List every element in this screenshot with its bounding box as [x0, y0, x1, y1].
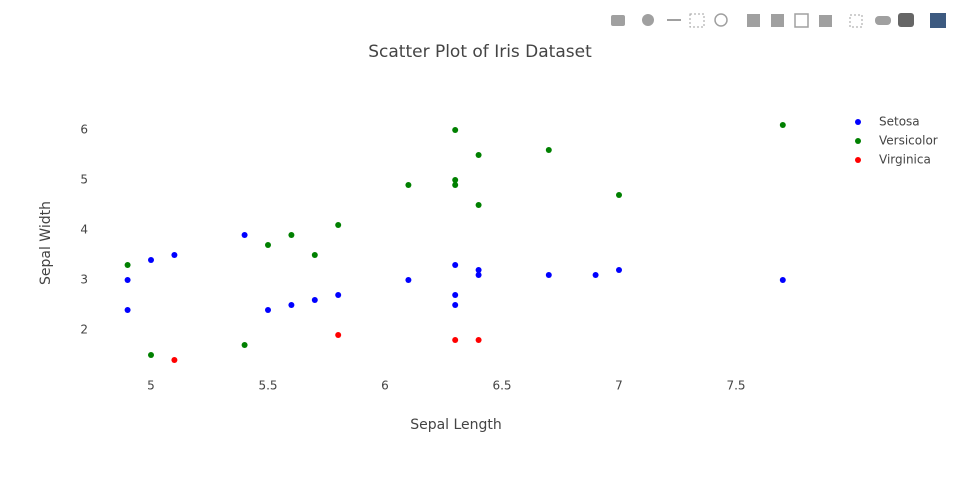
x-tick-label: 5	[147, 379, 155, 393]
scatter-point	[311, 252, 318, 258]
scatter-point	[335, 222, 342, 228]
scatter-point	[148, 257, 154, 263]
scatter-point	[241, 342, 248, 348]
pan-icon[interactable]	[667, 19, 681, 21]
scatter-point	[335, 332, 342, 338]
y-tick-label: 4	[80, 223, 88, 237]
scatter-point	[265, 242, 271, 248]
scatter-point	[779, 122, 786, 128]
spike-icon[interactable]	[849, 14, 863, 28]
y-tick-label: 3	[80, 273, 88, 287]
box-select-icon[interactable]	[689, 13, 705, 28]
scatter-point	[545, 272, 552, 278]
lasso-icon[interactable]	[714, 13, 728, 27]
scatter-point	[475, 272, 482, 278]
y-tick-label: 2	[80, 323, 88, 337]
y-tick-label: 6	[80, 123, 88, 137]
scatter-point	[288, 232, 295, 238]
x-tick-label: 7	[615, 379, 623, 393]
scatter-point	[311, 297, 318, 303]
camera-icon[interactable]	[611, 15, 625, 26]
scatter-point	[288, 302, 295, 308]
modebar	[611, 13, 946, 28]
legend-marker	[855, 138, 861, 144]
scatter-point	[265, 307, 271, 313]
scatter-point	[124, 307, 131, 313]
plotly-logo[interactable]	[930, 13, 946, 28]
scatter-point	[779, 277, 786, 283]
scatter-point	[475, 267, 482, 273]
scatter-point	[592, 272, 599, 278]
x-axis-label: Sepal Length	[410, 417, 502, 433]
legend-marker	[855, 157, 861, 163]
legend-label: Setosa	[879, 115, 920, 129]
legend-marker	[855, 119, 861, 125]
x-tick-label: 6.5	[492, 379, 511, 393]
scatter-point	[171, 357, 178, 363]
scatter-point	[171, 252, 178, 258]
legend-label: Virginica	[879, 153, 931, 167]
scatter-point	[616, 192, 622, 198]
legend-label: Versicolor	[879, 134, 938, 148]
scatter-point	[241, 232, 248, 238]
scatter-point	[124, 262, 131, 268]
hover-compare-icon[interactable]	[898, 13, 914, 27]
x-tick-label: 7.5	[726, 379, 745, 393]
scatter-point	[452, 262, 459, 268]
scatter-point	[475, 152, 482, 158]
scatter-point	[452, 177, 459, 183]
zoom-icon[interactable]	[642, 14, 654, 26]
x-tick-label: 5.5	[258, 379, 277, 393]
y-tick-label: 5	[80, 173, 88, 187]
scatter-point	[545, 147, 552, 153]
scatter-point	[475, 202, 482, 208]
scatter-point	[148, 352, 154, 358]
scatter-point	[452, 337, 459, 343]
chart-title: Scatter Plot of Iris Dataset	[368, 42, 592, 62]
scatter-point	[452, 127, 459, 133]
scatter-point	[405, 277, 412, 283]
autoscale-icon[interactable]	[794, 13, 809, 28]
zoom-in-icon[interactable]	[747, 14, 760, 27]
y-axis-label: Sepal Width	[38, 201, 54, 285]
scatter-point	[335, 292, 342, 298]
scatter-point	[475, 337, 482, 343]
scatter-point	[616, 267, 622, 273]
scatter-point	[124, 277, 131, 283]
hover-closest-icon[interactable]	[875, 16, 891, 25]
reset-icon[interactable]	[819, 15, 832, 27]
scatter-point	[452, 292, 459, 298]
zoom-out-icon[interactable]	[771, 14, 784, 27]
scatter-point	[452, 182, 459, 188]
x-tick-label: 6	[381, 379, 389, 393]
scatter-point	[405, 182, 412, 188]
scatter-point	[452, 302, 459, 308]
